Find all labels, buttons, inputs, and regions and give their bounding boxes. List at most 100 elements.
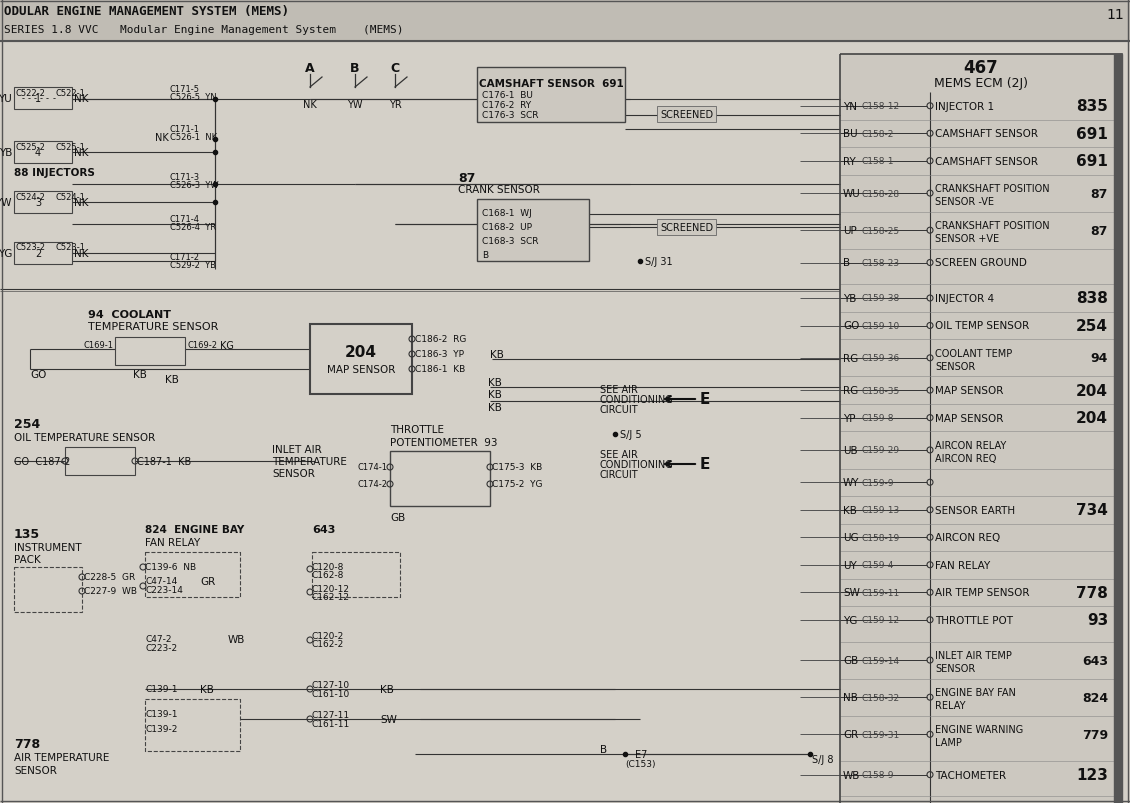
Text: C168-3  SCR: C168-3 SCR [483,237,539,247]
Bar [14,88,72,110]
Text: YW: YW [347,100,363,110]
Text: C175-2  YG: C175-2 YG [492,480,542,489]
Text: 1: 1 [35,94,41,104]
Text: C139-1: C139-1 [145,710,177,719]
Text: C228-5  GR: C228-5 GR [84,573,136,582]
Text: C186-2  RG: C186-2 RG [415,335,467,344]
Text: CRANKSHAFT POSITION: CRANKSHAFT POSITION [935,184,1050,194]
Text: GB: GB [390,512,406,522]
Text: INSTRUMENT: INSTRUMENT [14,542,81,552]
Text: C120-12: C120-12 [312,585,350,593]
Text: C127-11: C127-11 [312,711,350,719]
Text: C139-2: C139-2 [145,715,177,724]
Bar [14,567,82,612]
Text: UB: UB [843,446,858,455]
Text: PACK: PACK [14,554,41,565]
Bar [477,68,625,123]
Text: WB: WB [843,769,860,780]
Text: C186-1  KB: C186-1 KB [415,365,466,374]
Text: CAMSHAFT SENSOR: CAMSHAFT SENSOR [935,157,1038,166]
Bar [145,552,240,597]
Text: S/J 8: S/J 8 [812,754,834,764]
Text: WB: WB [228,634,245,644]
Text: UG: UG [843,532,859,543]
Text: C526-4  YR: C526-4 YR [170,223,216,232]
Text: KB: KB [843,505,857,515]
Text: 204: 204 [1076,410,1109,426]
Text: THROTTLE POT: THROTTLE POT [935,615,1012,625]
Text: 779: 779 [1081,728,1109,741]
Text: NK: NK [73,148,88,158]
Text: C159-29: C159-29 [862,446,901,454]
Text: SW: SW [843,588,860,597]
Text: NK: NK [73,198,88,208]
Text: KG: KG [220,340,234,351]
Text: 643: 643 [1083,654,1109,666]
Text: YB: YB [0,148,12,158]
Text: MEMS ECM (2J): MEMS ECM (2J) [935,76,1028,89]
Text: SW: SW [200,714,217,724]
Text: C186-3  YP: C186-3 YP [415,350,464,359]
Text: MAP SENSOR: MAP SENSOR [327,365,396,374]
Text: SENSOR +VE: SENSOR +VE [935,234,999,244]
Text: NK: NK [155,132,168,143]
Text: 2: 2 [35,249,41,259]
Text: C526-5  YN: C526-5 YN [170,93,217,102]
Text: 123: 123 [1076,767,1109,782]
Text: -: - [52,95,55,104]
Text: -: - [27,95,31,104]
Text: 824: 824 [1081,691,1109,703]
Text: CAMSHAFT SENSOR: CAMSHAFT SENSOR [935,129,1038,139]
Text: SERIES 1.8 VVC: SERIES 1.8 VVC [5,25,98,35]
Text: NK: NK [73,249,88,259]
Text: C522-2: C522-2 [16,88,46,97]
Text: C158-25: C158-25 [862,226,901,235]
Text: KB: KB [490,349,504,360]
Text: C139-1: C139-1 [145,685,177,694]
Text: OIL TEMP SENSOR: OIL TEMP SENSOR [935,321,1029,331]
Bar [145,699,240,751]
Text: AIRCON REQ: AIRCON REQ [935,532,1000,543]
Text: C158-35: C158-35 [862,386,901,395]
Text: C161-10: C161-10 [312,690,350,699]
Text: (C153): (C153) [625,760,655,768]
Text: GR: GR [200,577,215,586]
Text: WU: WU [843,189,861,199]
Text: -: - [21,95,25,104]
Text: C223-14: C223-14 [145,585,183,595]
Text: A: A [305,61,315,75]
Text: CONDITIONING: CONDITIONING [600,459,673,470]
Text: UP: UP [843,226,857,236]
Text: LAMP: LAMP [935,737,962,748]
Text: -: - [45,95,49,104]
Text: 87: 87 [1090,187,1109,200]
Text: -: - [40,95,43,104]
Text: C158-1: C158-1 [862,157,895,166]
Text: SENSOR: SENSOR [935,663,975,673]
Text: ODULAR ENGINE MANAGEMENT SYSTEM (MEMS): ODULAR ENGINE MANAGEMENT SYSTEM (MEMS) [5,6,289,18]
Text: KB: KB [488,377,502,388]
Text: INJECTOR 4: INJECTOR 4 [935,294,994,304]
Text: C168-1  WJ: C168-1 WJ [483,210,532,218]
Text: 691: 691 [1076,127,1109,141]
Text: C174-1: C174-1 [358,463,388,472]
Text: SENSOR -VE: SENSOR -VE [935,197,994,207]
Text: C171-3: C171-3 [170,173,200,182]
Text: C162-2: C162-2 [312,640,345,649]
Text: B: B [483,251,488,260]
Text: YP: YP [843,413,855,423]
Text: CRANK SENSOR: CRANK SENSOR [458,185,540,195]
Text: 11: 11 [1106,8,1124,22]
Text: NK: NK [303,100,316,110]
Text: WY: WY [843,478,860,487]
Text: C526-1  NK: C526-1 NK [170,133,217,142]
Text: YW: YW [0,198,12,208]
Text: ENGINE BAY FAN: ENGINE BAY FAN [935,687,1016,697]
Text: E: E [699,457,710,472]
Text: FAN RELAY: FAN RELAY [935,560,990,570]
Text: C169-1: C169-1 [82,341,113,350]
Text: OIL TEMPERATURE SENSOR: OIL TEMPERATURE SENSOR [14,433,155,442]
Bar [66,447,134,475]
Text: AIR TEMP SENSOR: AIR TEMP SENSOR [935,588,1029,597]
Text: NB: NB [843,692,858,703]
